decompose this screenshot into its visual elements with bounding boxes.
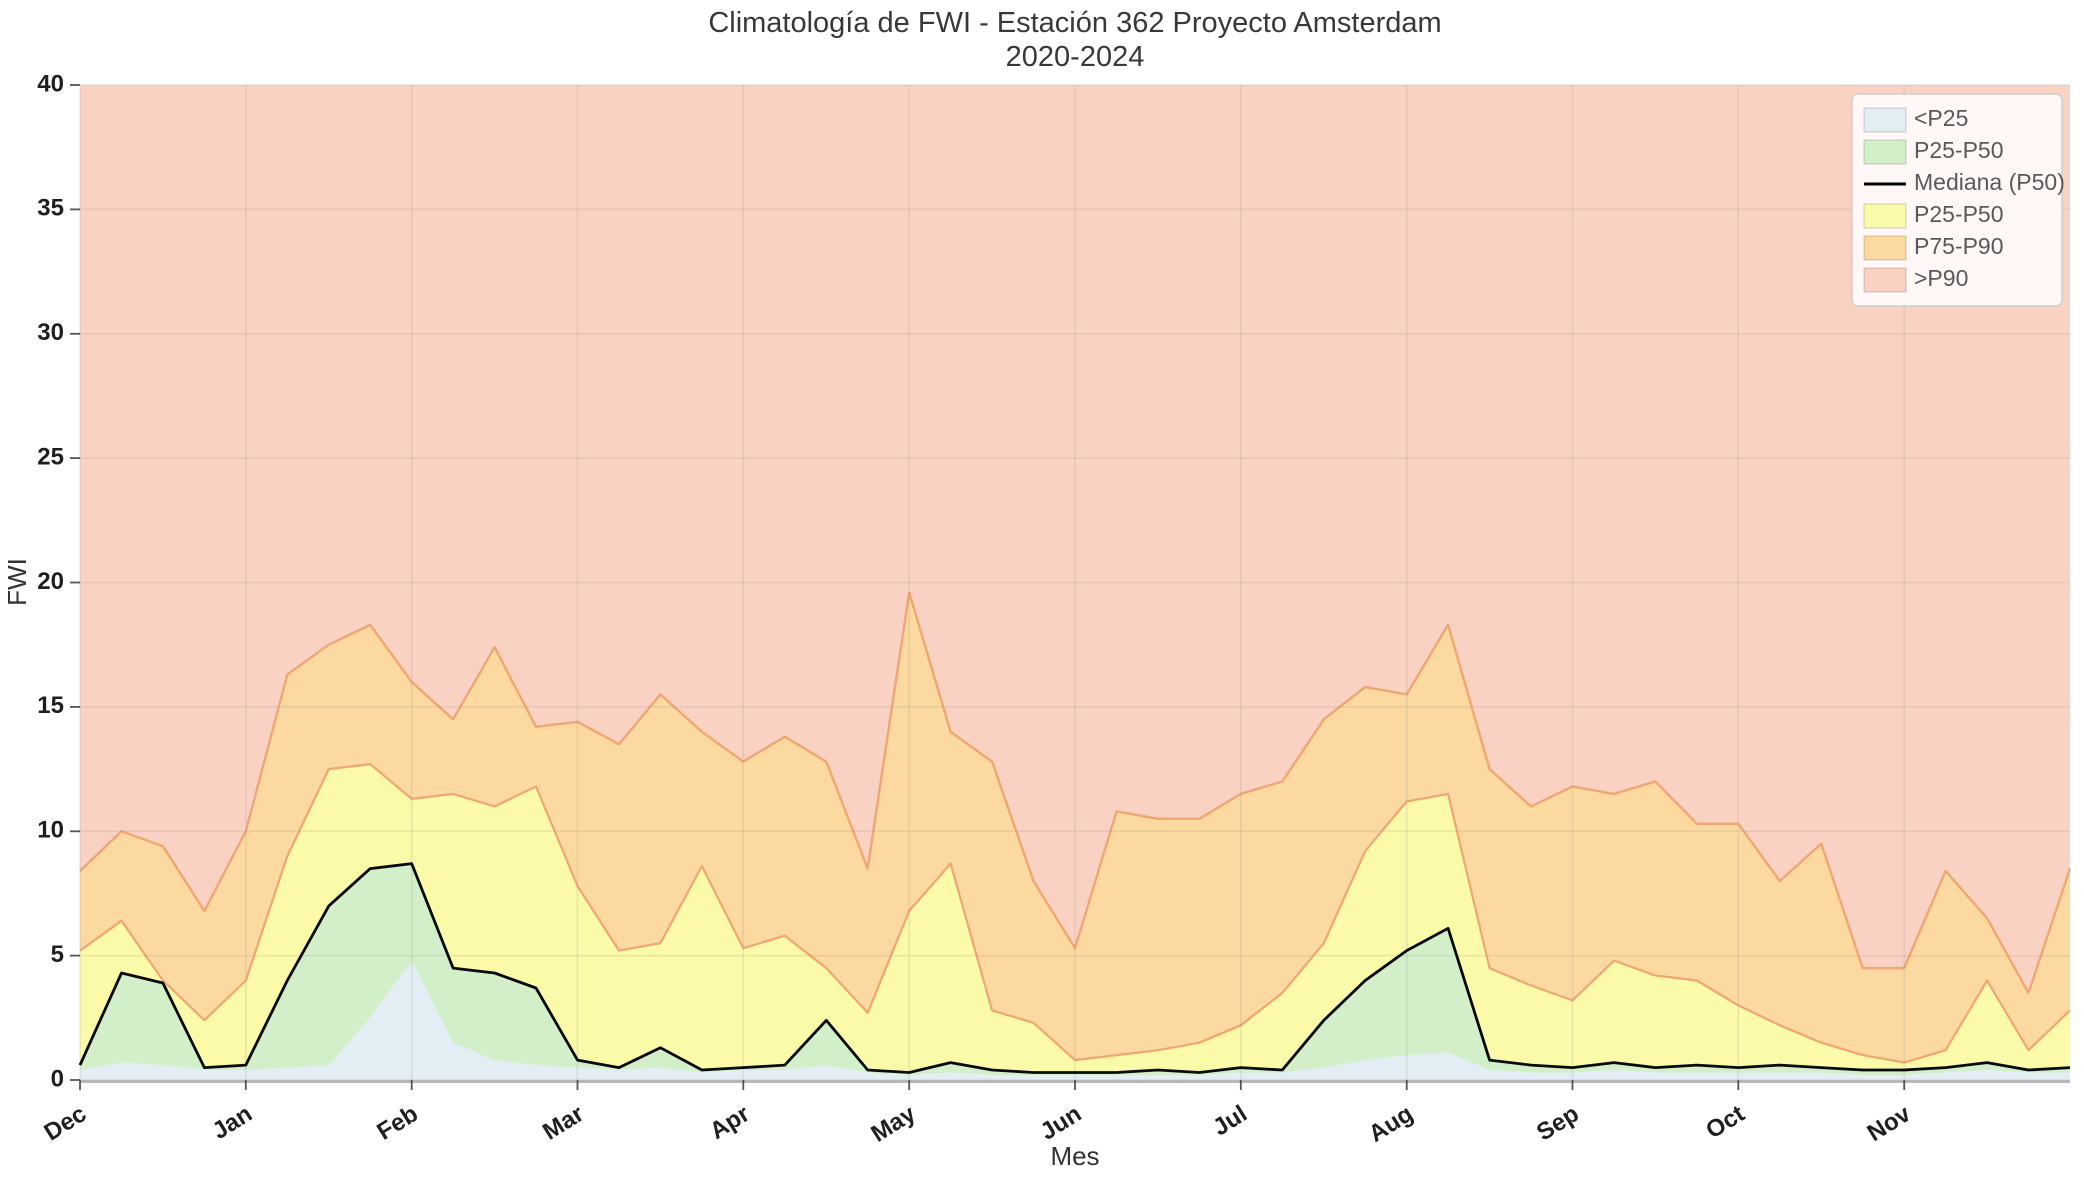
legend-label: >P90 (1914, 265, 1968, 291)
band-p25-p50 (80, 863, 2070, 1075)
band-edge-lines (79, 591, 2072, 1064)
band-p50-p75 (80, 764, 2070, 1073)
x-tick-label: Dec (40, 1100, 92, 1146)
legend-label: P25-P50 (1914, 201, 2004, 227)
y-tick-label: 0 (51, 1065, 64, 1092)
y-tick-label: 30 (37, 319, 64, 346)
legend-entry: Mediana (P50) (1864, 169, 2065, 195)
median-line (78, 862, 2071, 1074)
legend-swatch (1863, 203, 1907, 229)
legend-swatch (1863, 107, 1907, 133)
legend-swatch (1863, 235, 1907, 261)
x-tick-label: Nov (1863, 1100, 1916, 1147)
p75-edge-line (79, 763, 2071, 1064)
legend-entry: >P90 (1863, 265, 1968, 293)
legend-swatch (1863, 139, 1907, 165)
y-tick-label: 25 (37, 443, 64, 470)
x-tick-label: Feb (372, 1100, 422, 1146)
y-tick-label: 15 (37, 692, 64, 719)
legend-label: Mediana (P50) (1914, 169, 2065, 195)
band-above-p90 (80, 85, 2070, 993)
legend-entry: P75-P90 (1863, 233, 2004, 261)
legend-swatch (1863, 267, 1907, 293)
legend-entry: <P25 (1863, 105, 1968, 133)
legend: <P25 P25-P50 Mediana (P50) P25-P50 P75-P90 >P… (1851, 93, 2065, 307)
x-tick-label: Apr (705, 1100, 754, 1145)
chart-subtitle: 2020-2024 (1006, 41, 1145, 73)
y-tick-label: 10 (37, 817, 64, 844)
x-tick-label: Oct (1701, 1100, 1749, 1144)
x-tick-label: Jul (1208, 1100, 1252, 1141)
chart-title: Climatología de FWI - Estación 362 Proye… (708, 7, 1441, 39)
percentile-bands (80, 85, 2070, 1080)
band-p75-p90 (80, 592, 2070, 1063)
x-tick-label: Mar (538, 1100, 589, 1146)
legend-label: P75-P90 (1914, 233, 2004, 259)
y-tick-label: 35 (37, 195, 64, 222)
legend-label: <P25 (1914, 105, 1968, 131)
legend-entry: P25-P50 (1863, 201, 2004, 229)
y-tick-label: 5 (51, 941, 64, 968)
p90-edge-line (79, 591, 2072, 995)
legend-entry: P25-P50 (1863, 137, 2004, 165)
y-axis-label: FWI (2, 558, 32, 606)
x-tick-label: Jun (1036, 1100, 1086, 1146)
x-tick-label: Aug (1364, 1100, 1418, 1148)
y-tick-label: 20 (37, 568, 64, 595)
y-tick-label: 40 (37, 70, 64, 97)
legend-label: P25-P50 (1914, 137, 2004, 163)
x-axis-label: Mes (1050, 1141, 1099, 1171)
x-tick-label: May (866, 1100, 920, 1148)
x-tick-label: Jan (208, 1100, 257, 1145)
x-tick-label: Sep (1532, 1100, 1584, 1146)
